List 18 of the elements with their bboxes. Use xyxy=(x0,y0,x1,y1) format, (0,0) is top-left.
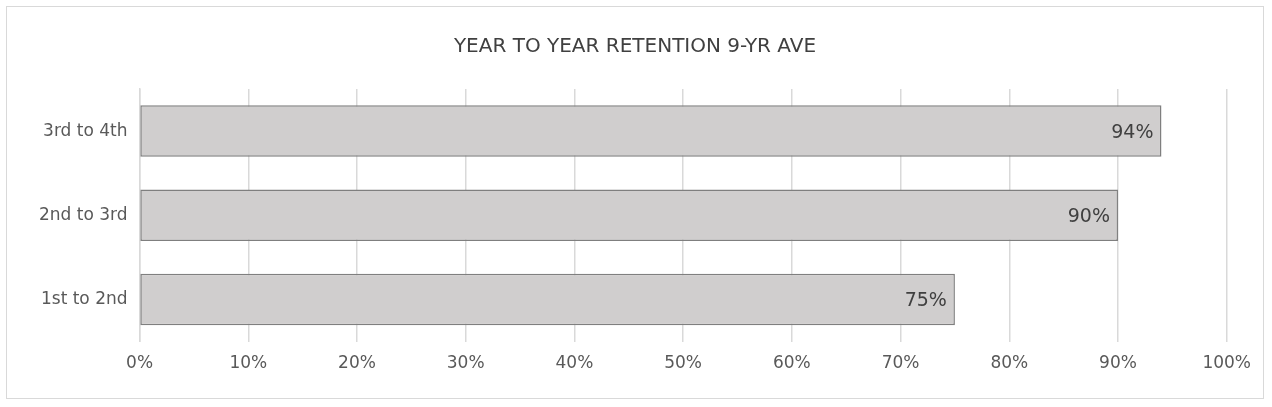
data-label: 90% xyxy=(1067,204,1110,227)
x-tick-label: 90% xyxy=(1099,352,1137,373)
data-label: 75% xyxy=(904,288,947,311)
y-tick-label: 1st to 2nd xyxy=(40,287,128,308)
y-tick-label: 2nd to 3rd xyxy=(38,203,128,224)
x-tick-label: 10% xyxy=(229,352,268,373)
x-tick-label: 30% xyxy=(446,352,485,373)
y-tick-label: 3rd to 4th xyxy=(43,119,128,140)
x-tick-label: 50% xyxy=(664,352,703,373)
x-tick-label: 20% xyxy=(338,352,376,373)
x-tick-label: 70% xyxy=(881,352,920,373)
x-tick-label: 40% xyxy=(555,352,594,373)
x-tick-label: 0% xyxy=(126,352,154,373)
data-label: 94% xyxy=(1111,120,1154,143)
x-tick-label: 100% xyxy=(1202,352,1251,373)
x-tick-label: 80% xyxy=(990,352,1029,373)
x-tick-label: 60% xyxy=(772,352,811,373)
chart-title: YEAR TO YEAR RETENTION 9-YR AVE xyxy=(452,33,817,58)
